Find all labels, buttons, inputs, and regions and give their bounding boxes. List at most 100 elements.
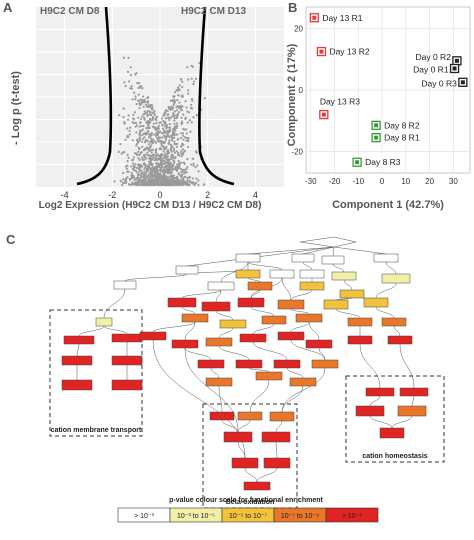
volcano-point xyxy=(182,170,185,173)
volcano-point xyxy=(170,158,173,161)
volcano-point xyxy=(186,121,189,124)
volcano-point xyxy=(142,132,146,135)
volcano-point xyxy=(170,154,173,157)
volcano-point xyxy=(141,179,144,182)
volcano-point xyxy=(138,153,141,157)
volcano-point xyxy=(122,107,125,110)
network-edge xyxy=(281,277,292,301)
volcano-point xyxy=(203,97,206,100)
volcano-point xyxy=(173,117,176,120)
volcano-point xyxy=(182,138,185,141)
volcano-point xyxy=(172,106,175,109)
volcano-point xyxy=(151,125,154,128)
network-edge xyxy=(220,261,249,283)
pca-y-tick-label: 0 xyxy=(299,86,304,95)
volcano-point xyxy=(169,161,172,164)
volcano-point xyxy=(139,138,142,141)
network-edge xyxy=(286,367,304,379)
volcano-point xyxy=(191,157,194,160)
volcano-point xyxy=(139,117,143,121)
volcano-point xyxy=(163,180,166,183)
volcano-point xyxy=(181,180,184,183)
network-node xyxy=(379,427,405,439)
volcano-point xyxy=(178,101,181,104)
network-node xyxy=(339,289,365,299)
volcano-point xyxy=(155,154,158,157)
volcano-point xyxy=(180,155,183,158)
volcano-point xyxy=(164,111,167,114)
volcano-point xyxy=(173,122,176,125)
volcano-point xyxy=(142,183,145,186)
volcano-point xyxy=(174,165,178,169)
volcano-point xyxy=(165,169,168,172)
volcano-point xyxy=(153,159,156,162)
volcano-point xyxy=(182,134,185,137)
volcano-point xyxy=(120,152,123,155)
volcano-point xyxy=(153,110,156,113)
volcano-point xyxy=(153,113,156,116)
volcano-point xyxy=(170,155,173,159)
volcano-point xyxy=(149,106,152,109)
volcano-point xyxy=(162,150,165,153)
volcano-point xyxy=(141,137,145,140)
network-node xyxy=(235,359,263,369)
volcano-point xyxy=(171,130,175,133)
volcano-point xyxy=(187,89,190,92)
network-edge xyxy=(250,289,261,299)
volcano-point xyxy=(158,183,161,186)
volcano-point xyxy=(168,123,171,126)
volcano-point xyxy=(148,113,151,116)
volcano-point xyxy=(159,180,162,183)
volcano-point xyxy=(174,143,177,146)
volcano-point xyxy=(146,120,150,123)
network-node xyxy=(397,405,427,417)
volcano-point xyxy=(188,119,192,122)
volcano-point xyxy=(126,160,129,163)
volcano-point xyxy=(180,170,183,174)
volcano-point xyxy=(197,170,200,173)
network-node xyxy=(223,431,253,443)
volcano-point xyxy=(164,182,167,185)
volcano-point xyxy=(155,133,158,136)
volcano-point xyxy=(179,183,182,186)
network-root-node xyxy=(299,236,357,248)
network-node xyxy=(347,335,373,345)
volcano-point xyxy=(155,119,158,122)
volcano-point xyxy=(187,92,190,95)
volcano-point xyxy=(175,117,178,120)
network-edge xyxy=(393,325,401,337)
network-edge xyxy=(181,306,196,315)
volcano-point xyxy=(122,56,126,59)
network-edge xyxy=(343,279,353,291)
pca-x-tick-label: 30 xyxy=(449,177,458,186)
volcano-point xyxy=(147,154,150,157)
volcano-point xyxy=(165,161,168,164)
volcano-point xyxy=(137,150,140,153)
volcano-point xyxy=(182,113,185,116)
colour-scale-label: > 10⁻⁹ xyxy=(342,513,363,520)
volcano-point xyxy=(187,78,190,81)
volcano-point xyxy=(176,112,179,116)
pca-point-label: Day 13 R1 xyxy=(322,13,362,23)
volcano-point xyxy=(164,152,167,155)
volcano-point xyxy=(173,147,176,151)
volcano-point xyxy=(148,166,151,169)
network-node xyxy=(197,359,225,369)
colour-scale-label: 10⁻³ to 10⁻⁵ xyxy=(177,513,215,520)
volcano-point xyxy=(181,85,184,89)
network-edge xyxy=(332,246,335,257)
group-label-beta-oxidation: Beta-oxidation xyxy=(226,499,275,506)
volcano-point xyxy=(144,103,147,106)
network-edge xyxy=(391,415,413,429)
pca-point-core xyxy=(452,66,457,71)
volcano-point xyxy=(170,181,173,184)
volcano-point xyxy=(163,168,166,172)
volcano-point xyxy=(181,80,184,83)
volcano-point xyxy=(121,183,124,187)
pca-point-label: Day 8 R2 xyxy=(384,120,420,130)
volcano-point xyxy=(145,121,148,124)
volcano-point xyxy=(125,181,128,184)
volcano-point xyxy=(162,114,165,117)
volcano-point xyxy=(156,131,159,134)
volcano-point xyxy=(141,95,145,98)
